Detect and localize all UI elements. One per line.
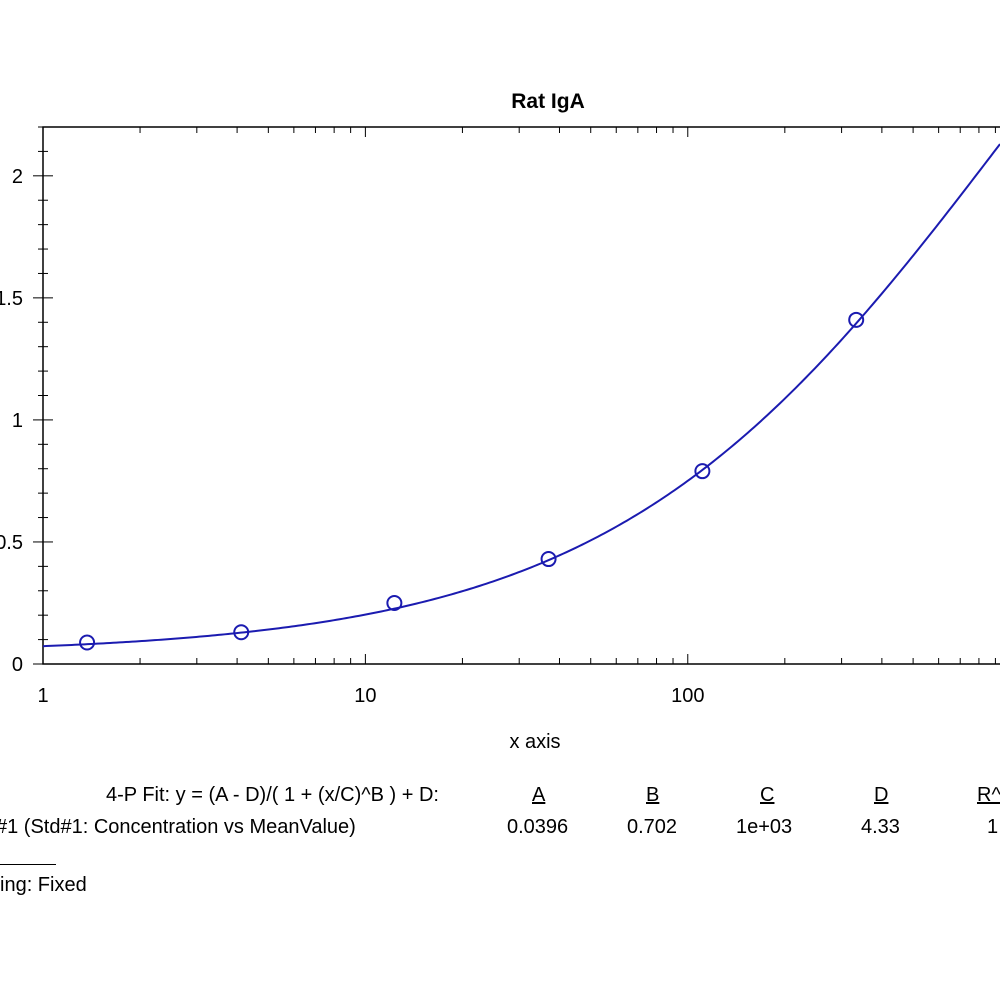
legend-separator [0, 864, 56, 865]
x-tick-label: 100 [671, 685, 704, 707]
param-value-r2: 1 [987, 816, 999, 838]
fit-equation: 4-P Fit: y = (A - D)/( 1 + (x/C)^B ) + D… [106, 784, 439, 806]
data-points [79, 311, 865, 651]
data-point [386, 594, 403, 611]
param-value-d: 4.33 [861, 816, 900, 838]
param-value-a: 0.0396 [507, 816, 569, 838]
param-value-c: 1e+03 [736, 816, 793, 838]
x-axis-label: x axis [509, 731, 560, 753]
x-tick-label: 10 [354, 685, 376, 707]
param-header-d: D [874, 784, 889, 806]
param-header-a: A [532, 784, 546, 806]
param-value-b: 0.702 [627, 816, 678, 838]
y-tick-label: 0.5 [0, 532, 23, 554]
data-point [233, 624, 250, 641]
axis-ticks [33, 126, 996, 665]
plot-area [42, 126, 1000, 665]
data-point [694, 463, 711, 480]
weighting-text: ing: Fixed [0, 874, 87, 896]
data-point [79, 634, 96, 651]
y-tick-label: 0 [12, 654, 23, 676]
y-tick-label: 1.5 [0, 288, 23, 310]
fit-row-label: #1 (Std#1: Concentration vs MeanValue) [0, 816, 356, 838]
param-header-r2: R^ [977, 784, 1000, 806]
y-tick-label: 2 [12, 166, 23, 188]
plot-frame [42, 126, 1000, 665]
x-tick-label: 1 [37, 685, 48, 707]
param-header-c: C [760, 784, 775, 806]
chart-title: Rat IgA [511, 90, 585, 113]
param-header-b: B [646, 784, 660, 806]
fit-curve [42, 143, 1000, 648]
y-tick-label: 1 [12, 410, 23, 432]
data-point [848, 311, 865, 328]
data-point [540, 551, 557, 568]
axis-tick-labels: 1 10 100 0 0.5 1 1.5 2 [0, 166, 704, 707]
